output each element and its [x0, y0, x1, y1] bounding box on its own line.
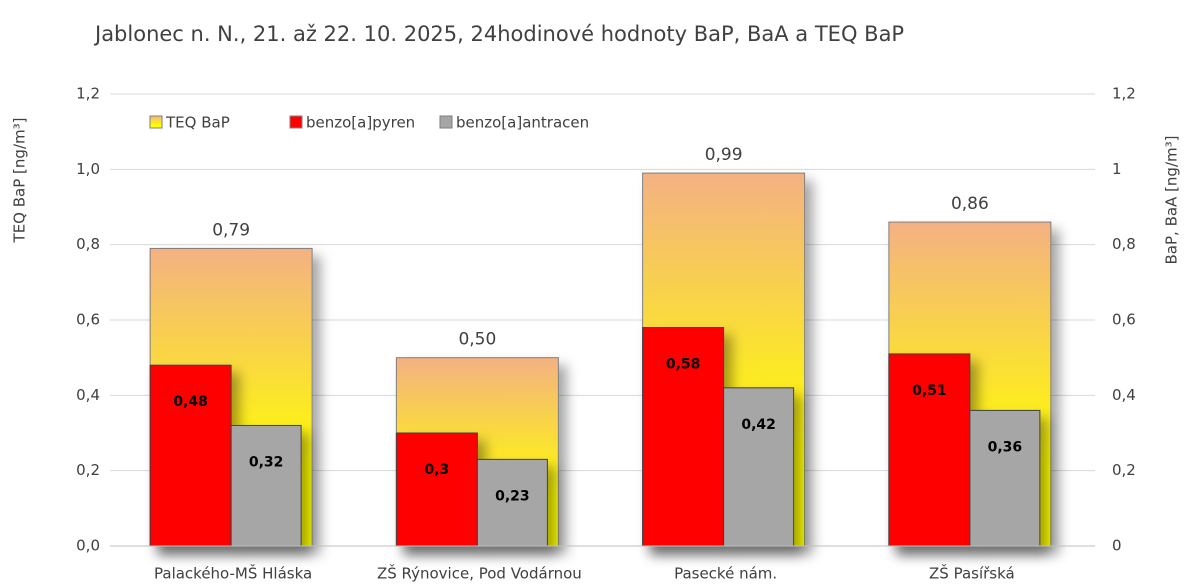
y-tick-label: 0,4	[76, 386, 100, 404]
bar	[723, 387, 795, 547]
data-label: 0,50	[458, 330, 496, 350]
y2-axis-label: BaP, BaA [ng/m³]	[1163, 136, 1181, 265]
bar	[230, 424, 302, 547]
y-tick-label: 0,6	[76, 311, 100, 329]
x-tick-label: ZŠ Rýnovice, Pod Vodárnou	[377, 564, 582, 583]
y2-tick-label: 0,6	[1112, 311, 1136, 329]
x-tick-label: ZŠ Pasířská	[929, 564, 1015, 583]
y-tick-label: 0,2	[76, 461, 100, 479]
bar	[969, 409, 1041, 547]
y-tick-label: 0,8	[76, 235, 100, 253]
data-label: 0,79	[212, 220, 250, 240]
data-label: 0,58	[666, 357, 701, 373]
legend-label: TEQ BaP	[165, 114, 230, 132]
legend-label: benzo[a]pyren	[306, 114, 415, 132]
x-tick-label: Pasecké nám.	[674, 565, 777, 583]
data-label: 0,36	[988, 439, 1023, 455]
y-tick-label: 0,0	[76, 537, 100, 555]
y-axis-label: TEQ BaP [ng/m³]	[11, 118, 29, 244]
legend-swatch	[439, 115, 453, 129]
bar	[476, 458, 548, 547]
y-tick-label: 1,0	[76, 160, 100, 178]
bar	[395, 432, 478, 547]
bar	[642, 327, 725, 547]
data-label: 0,3	[424, 462, 449, 478]
data-label: 0,51	[912, 383, 947, 399]
legend-label: benzo[a]antracen	[456, 114, 589, 132]
y2-tick-label: 0,2	[1112, 461, 1136, 479]
data-label: 0,99	[705, 145, 743, 165]
y-tick-label: 1,2	[76, 85, 100, 103]
y2-tick-label: 1,2	[1112, 85, 1136, 103]
legend-swatch	[149, 115, 163, 129]
data-label: 0,48	[173, 394, 208, 410]
data-label: 0,86	[951, 194, 989, 214]
bar	[888, 353, 971, 547]
y2-tick-label: 0,8	[1112, 235, 1136, 253]
y2-tick-label: 1	[1112, 160, 1122, 178]
y2-tick-label: 0,4	[1112, 386, 1136, 404]
legend-swatch	[289, 115, 303, 129]
chart-title: Jablonec n. N., 21. až 22. 10. 2025, 24h…	[93, 22, 904, 46]
y2-tick-label: 0	[1112, 537, 1122, 555]
data-label: 0,23	[495, 488, 530, 504]
bar	[149, 364, 232, 547]
data-label: 0,32	[249, 454, 284, 470]
data-label: 0,42	[741, 417, 776, 433]
x-tick-label: Palackého-MŠ Hláska	[154, 564, 312, 583]
